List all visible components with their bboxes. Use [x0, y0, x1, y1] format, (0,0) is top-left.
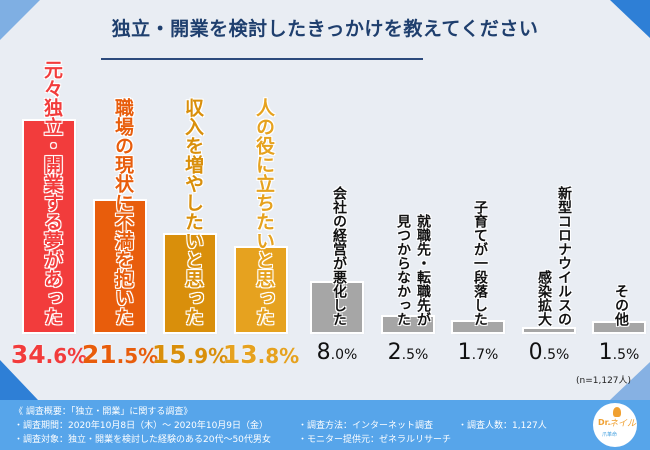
- value-label-integer: 0: [528, 340, 543, 365]
- logo-name: ネイル: [609, 419, 637, 429]
- bar: [451, 320, 505, 334]
- logo-subtitle: 爪革命: [602, 432, 618, 438]
- survey-method: ・調査方法：インターネット調査: [298, 421, 434, 431]
- value-label-integer: 34: [10, 340, 46, 369]
- value-label: 2.5%: [368, 340, 448, 365]
- bar-chart: 元々独立・開業する夢があった 34.6% 職場の現状に不満を抱いた 21.5% 収入を増…: [9, 55, 650, 369]
- dr-nail-logo: Dr. ネイル 爪革命: [593, 403, 637, 447]
- sample-size-note: (n=1,127人): [576, 376, 632, 386]
- value-label: 21.5%: [80, 340, 160, 369]
- value-label: 34.6%: [9, 340, 89, 369]
- bar: [522, 327, 576, 334]
- value-label: 0.5%: [509, 340, 589, 365]
- category-label: 新型コロナウイルスの 感染拡大: [534, 183, 574, 326]
- corner-decoration-top-right: [610, 0, 650, 38]
- corner-decoration-top-left: [0, 0, 40, 40]
- corner-decoration-bottom-left: [0, 360, 38, 400]
- category-label-text: 職場の現状に不満を抱いた: [112, 98, 134, 326]
- category-label: 会社の経営が悪化した: [329, 183, 349, 326]
- bar: [592, 321, 646, 334]
- category-label: 人の役に立ちたいと思った: [251, 93, 278, 326]
- category-label: 職場の現状に不満を抱いた: [110, 93, 137, 326]
- survey-count: ・調査人数：1,127人: [458, 421, 547, 431]
- bar: [310, 281, 364, 334]
- value-label: 15.9%: [150, 340, 230, 369]
- value-label-decimal: .8%: [257, 344, 300, 368]
- category-label: 子育てが一段落した: [470, 197, 490, 326]
- bar: [22, 119, 76, 334]
- category-label-text: 会社の経営が悪化した: [331, 186, 347, 326]
- category-label-text: 子育てが一段落した: [472, 200, 488, 326]
- bar: [93, 199, 147, 334]
- category-label: 元々独立・開業する夢があった: [39, 55, 66, 326]
- value-label-decimal: .5%: [612, 347, 640, 363]
- value-label: 1.7%: [438, 340, 518, 365]
- corner-decoration-bottom-right: [610, 362, 650, 400]
- category-label: 就職先・転職先が 見つからなかった: [393, 212, 433, 326]
- category-label-text: 収入を増やしたいと思った: [182, 98, 204, 326]
- title-underline: [101, 58, 423, 60]
- logo-figure-icon: [613, 407, 621, 417]
- value-label-integer: 2: [387, 340, 402, 365]
- category-label-text: 人の役に立ちたいと思った: [253, 98, 275, 326]
- survey-target: ・調査対象：独立・開業を検討した経験のある20代～50代男女: [14, 435, 271, 445]
- bar: [381, 315, 435, 334]
- survey-summary-footer: 《 調査概要：「独立・開業」に関する調査》 ・調査期間：2020年10月8日（木…: [0, 400, 650, 450]
- survey-heading: 《 調査概要：「独立・開業」に関する調査》: [14, 407, 193, 417]
- value-label-integer: 1: [457, 340, 472, 365]
- survey-provider: ・モニター提供元：ゼネラルリサーチ: [298, 435, 452, 445]
- chart-title: 独立・開業を検討したきっかけを教えてください: [111, 18, 539, 40]
- value-label-decimal: .0%: [330, 347, 358, 363]
- logo-dr: Dr.: [598, 418, 611, 427]
- category-label-text: 見つからなかった: [395, 214, 411, 326]
- value-label: 1.5%: [579, 340, 650, 365]
- value-label-decimal: .5%: [401, 347, 429, 363]
- category-label-text: その他: [613, 284, 629, 326]
- value-label: 8.0%: [297, 340, 377, 365]
- category-label: その他: [611, 283, 631, 326]
- value-label-integer: 13: [222, 340, 258, 369]
- category-label-text: 感染拡大: [536, 270, 552, 326]
- value-label: 13.8%: [221, 340, 301, 369]
- category-label-text: 就職先・転職先が: [415, 214, 431, 326]
- value-label-decimal: .5%: [542, 347, 570, 363]
- bar: [163, 233, 217, 334]
- survey-period: ・調査期間：2020年10月8日（木）～ 2020年10月9日（金）: [14, 421, 269, 431]
- value-label-integer: 15: [151, 340, 187, 369]
- value-label-decimal: .9%: [186, 344, 229, 368]
- value-label-integer: 21: [81, 340, 117, 369]
- value-label-decimal: .5%: [116, 344, 159, 368]
- bar: [234, 246, 288, 334]
- value-label-integer: 8: [316, 340, 331, 365]
- category-label-text: 新型コロナウイルスの: [556, 186, 572, 326]
- category-label-text: 元々独立・開業する夢があった: [41, 60, 63, 326]
- value-label-decimal: .6%: [45, 344, 88, 368]
- value-label-decimal: .7%: [471, 347, 499, 363]
- value-label-integer: 1: [598, 340, 613, 365]
- category-label: 収入を増やしたいと思った: [180, 93, 207, 326]
